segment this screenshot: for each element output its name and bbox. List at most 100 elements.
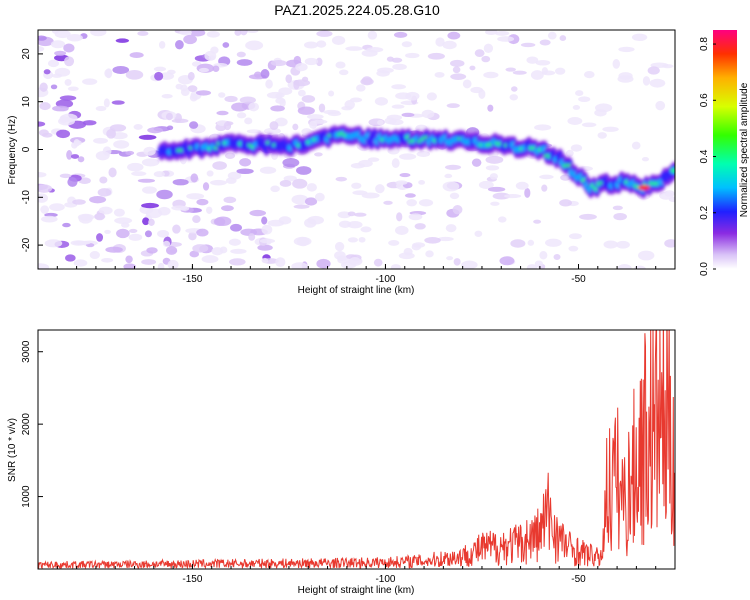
spectrogram-noise-cell: [421, 109, 435, 119]
spectrogram-noise-cell: [483, 71, 499, 79]
spectrogram-noise-cell: [306, 183, 317, 192]
spectrogram-y-tick-label: -10: [21, 190, 32, 205]
spectrogram-noise-cell: [327, 111, 342, 117]
spectrogram-noise-cell: [539, 251, 548, 260]
spectrogram-noise-cell: [404, 52, 420, 59]
spectrogram-noise-cell: [293, 55, 302, 65]
spectrogram-noise-cell: [144, 230, 152, 238]
spectrogram-noise-cell: [361, 192, 380, 199]
snr-x-tick-label: -50: [571, 574, 586, 585]
spectrogram-noise-cell: [267, 219, 285, 227]
spectrogram-noise-cell: [211, 247, 224, 256]
spectrogram-noise-cell: [244, 117, 253, 125]
spectrogram-noise-cell: [38, 193, 48, 203]
spectrogram-noise-cell: [515, 181, 529, 190]
spectrogram-noise-cell: [613, 212, 627, 221]
spectrogram-noise-cell: [418, 180, 426, 185]
snr-x-ticks: -150 -100 -50: [56, 564, 657, 585]
spectrogram-noise-cell: [43, 69, 51, 75]
spectrogram-noise-cell: [60, 113, 78, 123]
colorbar-gradient: [713, 30, 737, 269]
spectrogram-noise-cell: [347, 211, 356, 217]
spectrogram-noise-cell: [442, 40, 457, 50]
spectrogram-noise-cell: [125, 70, 144, 80]
spectrogram-noise-cell: [198, 67, 209, 73]
spectrogram-noise-cell: [435, 37, 445, 47]
spectrogram-noise-cell: [392, 63, 407, 70]
spectrogram-noise-cell: [301, 95, 316, 103]
spectrogram-noise-cell: [471, 158, 482, 167]
spectrogram-noise-cell: [125, 150, 135, 156]
spectrogram-noise-cell: [72, 240, 91, 245]
spectrogram-noise-cell: [223, 196, 237, 204]
spectrogram-noise-cell: [101, 257, 114, 263]
snr-frame: [37, 329, 676, 570]
spectrogram-noise-cell: [82, 78, 98, 85]
spectrogram-noise-cell: [66, 150, 73, 160]
spectrogram-noise-cell: [38, 263, 50, 269]
spectrogram-noise-cell: [192, 244, 209, 253]
spectrogram-noise-cell: [539, 174, 554, 180]
spectrogram-noise-cell: [49, 203, 65, 211]
spectrogram-noise-cell: [159, 72, 175, 80]
spectrogram-noise-cell: [485, 165, 500, 171]
spectrogram-noise-cell: [390, 264, 401, 269]
snr-y-tick-label: 1000: [21, 485, 32, 508]
spectrogram-noise-cell: [559, 35, 567, 42]
spectrogram-noise-cell: [260, 69, 270, 79]
spectrogram-noise-cell: [668, 196, 675, 203]
spectrogram-noise-cell: [478, 89, 486, 99]
spectrogram-noise-cell: [547, 31, 557, 40]
colorbar: 0.0 0.2 0.4 0.6 0.8 Normalized spectral ampl…: [699, 30, 750, 276]
spectrogram-noise-cell: [406, 199, 417, 207]
spectrogram-noise-cell: [298, 89, 306, 97]
spectrogram-noise-cell: [445, 224, 457, 233]
spectrogram-y-tick-label: 0: [21, 146, 32, 152]
spectrogram-noise-cell: [612, 205, 623, 211]
spectrogram-noise-cell: [631, 33, 648, 42]
spectrogram-noise-cell: [98, 206, 113, 215]
spectrogram-noise-cell: [492, 192, 511, 200]
spectrogram-noise-cell: [248, 233, 256, 241]
snr-series-line: [38, 330, 675, 569]
spectrogram-noise-cell: [172, 224, 181, 234]
spectrogram-noise-cell: [360, 77, 374, 86]
spectrogram-noise-cell: [166, 125, 174, 131]
spectrogram-noise-cell: [377, 119, 384, 126]
spectrogram-noise-cell: [129, 52, 144, 59]
spectrogram-noise-cell: [347, 221, 363, 229]
spectrogram-noise-cell: [47, 59, 60, 68]
spectrogram-noise-cell: [560, 174, 571, 181]
spectrogram-noise-cell: [224, 95, 238, 103]
spectrogram-noise-cell: [633, 265, 646, 269]
spectrogram-noise-cell: [56, 129, 71, 139]
spectrogram-x-label: Height of straight line (km): [298, 285, 415, 296]
spectrogram-noise-cell: [282, 158, 300, 168]
spectrogram-noise-cell: [82, 120, 97, 126]
spectrogram-noise-cell: [505, 67, 516, 72]
snr-x-label: Height of straight line (km): [298, 585, 415, 596]
spectrogram-noise-cell: [495, 30, 510, 36]
colorbar-tick-label: 0.0: [699, 262, 710, 276]
spectrogram-noise-cell: [109, 124, 127, 132]
spectrogram-noise-cell: [642, 76, 651, 86]
spectrogram-noise-cell: [131, 171, 147, 177]
spectrogram-noise-cell: [351, 182, 362, 189]
snr-x-tick-label: -150: [182, 574, 202, 585]
spectrogram-y-ticks: -20 -10 0 10 20: [21, 48, 43, 252]
colorbar-label: Normalized spectral amplitude: [739, 82, 750, 217]
spectrogram-noise-cell: [631, 141, 641, 150]
spectrogram-noise-cell: [62, 222, 71, 228]
spectrogram-noise-cell: [446, 256, 454, 261]
spectrogram-noise-cell: [206, 170, 214, 177]
spectrogram-noise-cell: [113, 208, 125, 217]
spectrogram-noise-cell: [446, 103, 460, 109]
spectrogram-noise-cell: [350, 97, 363, 103]
spectrogram-x-tick-label: -150: [182, 274, 202, 285]
spectrogram-noise-cell: [411, 243, 422, 251]
spectrogram-noise-cell: [209, 179, 227, 186]
spectrogram-noise-cell: [116, 228, 130, 239]
spectrogram-noise-cell: [263, 127, 281, 135]
spectrogram-noise-cell: [316, 40, 327, 48]
spectrogram-noise-cell: [216, 110, 229, 116]
